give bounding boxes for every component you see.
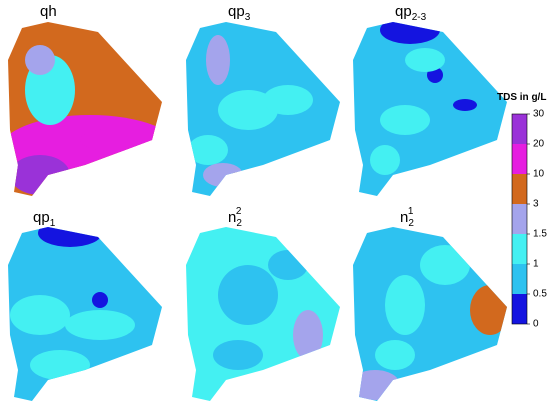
legend-swatch <box>512 144 527 174</box>
zone <box>25 45 55 75</box>
zone <box>188 135 228 165</box>
zone <box>228 172 248 188</box>
legend-label: 20 <box>533 139 545 150</box>
zone <box>38 227 102 247</box>
legend-label: 0 <box>533 319 539 330</box>
label-base: qp <box>33 209 50 226</box>
label-sub: 2 <box>236 218 242 229</box>
legend-swatch <box>512 114 527 144</box>
zone <box>213 340 263 370</box>
map-area <box>353 227 507 401</box>
label-sub: 2-3 <box>412 12 427 23</box>
panel-label: qp2-3 <box>395 3 427 23</box>
label-sup: 2 <box>236 206 242 217</box>
panel-label: qh <box>40 3 57 20</box>
legend-swatch <box>512 204 527 234</box>
panel-label: n22 <box>228 206 242 229</box>
zone <box>263 85 313 115</box>
legend-label: 3 <box>533 199 539 210</box>
zone <box>370 145 400 175</box>
zone <box>218 265 278 325</box>
label-sub: 1 <box>50 218 56 229</box>
label-base: qp <box>228 3 245 20</box>
map-panel <box>353 227 507 401</box>
zone <box>65 310 135 340</box>
panel-label: n21 <box>400 206 414 229</box>
zone <box>206 35 230 85</box>
legend-label: 0.5 <box>533 289 547 300</box>
map-panel <box>353 22 507 196</box>
map-area <box>353 22 507 196</box>
zone <box>80 128 160 152</box>
legend-swatch <box>512 234 527 264</box>
zone <box>10 155 70 195</box>
legend-swatch <box>512 174 527 204</box>
legend: TDS in g/L 30 20 10 3 1.5 1 0.5 0 <box>497 92 547 330</box>
zone <box>453 99 477 111</box>
legend-title: TDS in g/L <box>497 92 546 103</box>
zone <box>203 163 243 187</box>
legend-swatch <box>512 294 527 324</box>
map-panel <box>186 227 340 401</box>
zone <box>405 48 445 72</box>
panel-label: qp1 <box>33 209 56 229</box>
zone <box>353 370 400 400</box>
zone <box>10 295 70 335</box>
zone <box>385 275 425 335</box>
label-base: n <box>400 209 408 226</box>
label-sub: 2 <box>408 218 414 229</box>
legend-label: 1 <box>533 259 539 270</box>
zone <box>420 245 470 285</box>
map-panel <box>8 22 162 196</box>
map-panel <box>186 22 340 196</box>
legend-label: 1.5 <box>533 229 547 240</box>
zone <box>92 292 108 308</box>
label-sup: 1 <box>408 206 414 217</box>
legend-frame <box>511 113 528 325</box>
zone <box>470 285 507 335</box>
zone <box>30 350 90 380</box>
zone <box>293 310 323 360</box>
map-area <box>8 227 162 401</box>
map-panel <box>8 227 162 401</box>
zone <box>380 105 430 135</box>
legend-swatch <box>512 264 527 294</box>
panel-label: qp3 <box>228 3 251 23</box>
map-area <box>186 22 340 196</box>
map-area <box>186 227 340 401</box>
map-area <box>8 22 162 196</box>
label-base: qh <box>40 3 57 20</box>
label-base: qp <box>395 3 412 20</box>
zone <box>268 250 308 280</box>
label-sub: 3 <box>245 12 251 23</box>
legend-label: 10 <box>533 169 545 180</box>
zone <box>380 22 440 44</box>
label-base: n <box>228 209 236 226</box>
zone <box>375 340 415 370</box>
legend-label: 30 <box>533 109 545 120</box>
